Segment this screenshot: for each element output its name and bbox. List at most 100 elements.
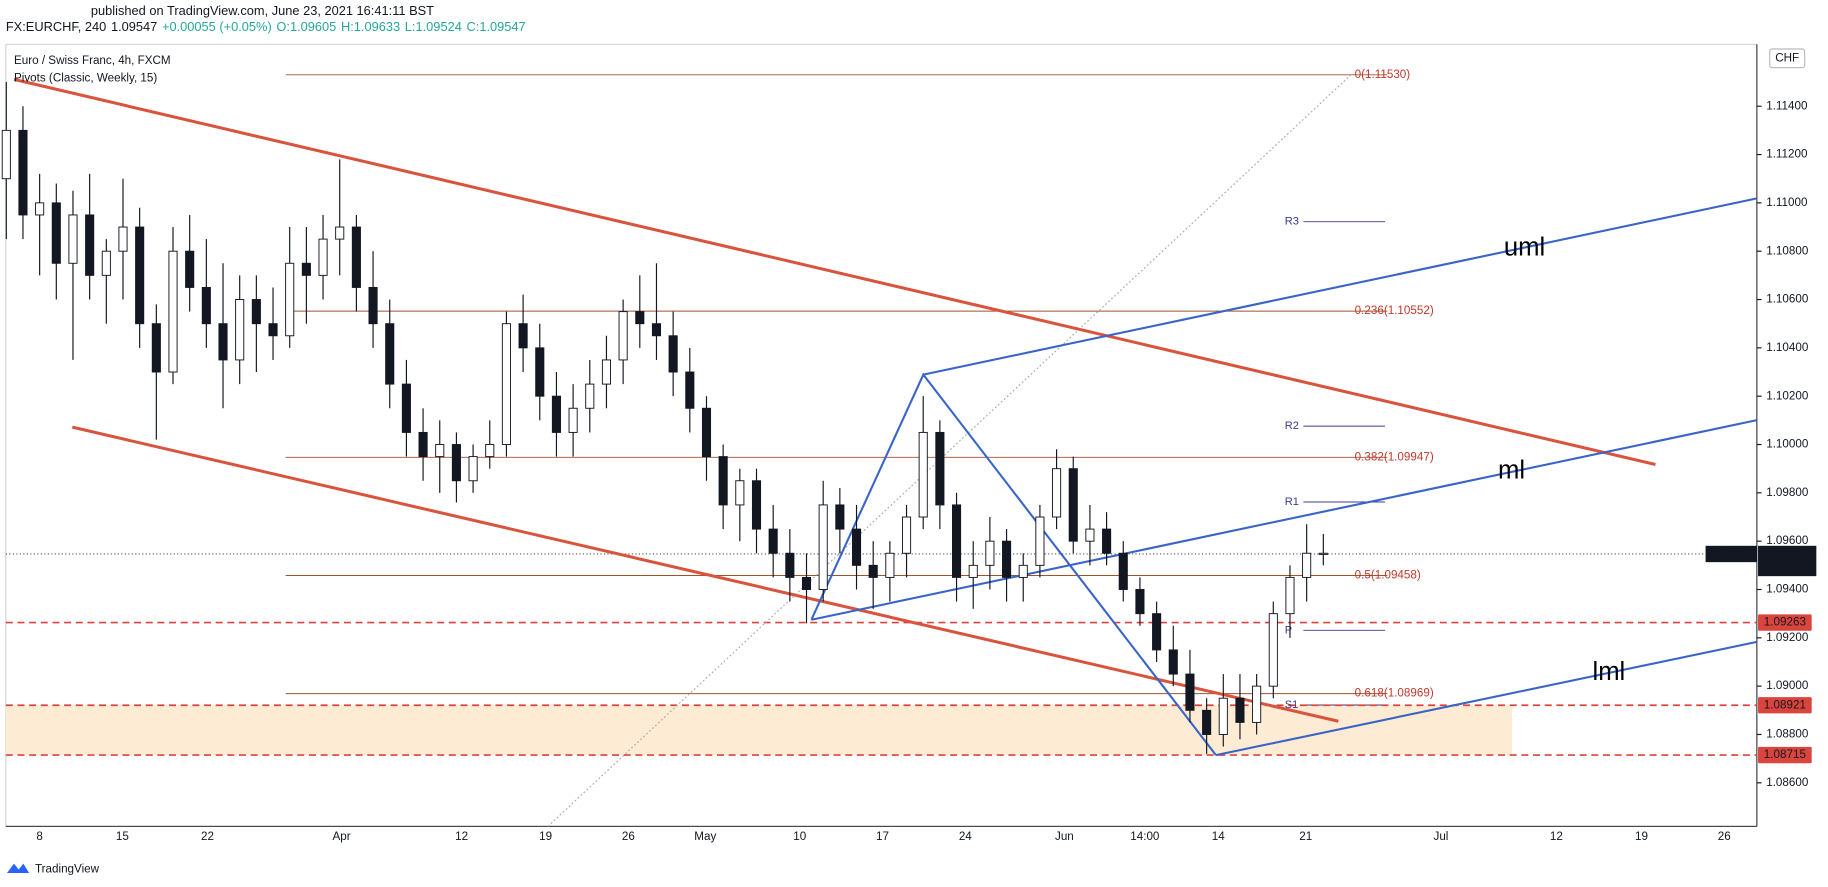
pitchfork-upper	[923, 197, 1758, 376]
candle-body	[85, 214, 95, 276]
chart-title: Euro / Swiss Franc, 4h, FXCM	[14, 54, 171, 67]
annotation: ml	[1498, 456, 1525, 484]
candle-body	[901, 516, 912, 554]
y-tick-label: 1.08800	[1766, 728, 1809, 741]
x-tick-label: 26	[1718, 830, 1731, 843]
candle-body	[518, 323, 528, 349]
quote-part: 1.09547	[111, 19, 157, 34]
pivot-label: S1	[1285, 699, 1299, 711]
quote-part: O:1.09605	[276, 19, 336, 34]
candle-body	[601, 359, 612, 385]
candle-body	[235, 299, 245, 361]
x-tick-label: 12	[1550, 830, 1563, 843]
candle-body	[1218, 697, 1228, 735]
candle-body	[151, 323, 161, 373]
candle-body	[935, 431, 945, 506]
chart-subtitle: Pivots (Classic, Weekly, 15)	[14, 71, 157, 84]
candle-body	[501, 323, 511, 445]
published-line: published on TradingView.com, June 23, 2…	[91, 3, 434, 18]
candle-body	[1085, 528, 1095, 542]
countdown: 01:18:55	[1765, 561, 1810, 574]
candle-body	[651, 323, 662, 337]
candle-body	[1135, 589, 1145, 615]
candle-body	[751, 480, 762, 530]
candle-body	[952, 504, 962, 578]
annotation: uml	[1504, 233, 1545, 261]
candle-body	[35, 202, 45, 216]
candle-body	[1268, 613, 1278, 687]
pivot-label: R1	[1285, 496, 1299, 508]
x-tick-label: Apr	[333, 830, 351, 843]
channel-upper	[13, 77, 1656, 466]
candle-body	[385, 323, 395, 385]
candle-body	[1152, 613, 1162, 651]
candle-body	[1118, 552, 1128, 590]
annotation: lml	[1593, 658, 1626, 686]
fib-label: 0(1.11530)	[1355, 68, 1411, 81]
pivot-label: P	[1285, 624, 1292, 636]
candle-body	[468, 456, 478, 482]
candle-body	[1318, 552, 1328, 555]
fib-label: 0.618(1.08969)	[1355, 687, 1434, 700]
candle-body	[251, 299, 261, 325]
quote-part: +0.00055 (+0.05%)	[162, 19, 272, 34]
quote-line: FX:EURCHF, 240 1.09547 +0.00055 (+0.05%) O:…	[6, 19, 526, 34]
candle-body	[1052, 468, 1062, 518]
candle-body	[1068, 468, 1078, 542]
candle-body	[335, 226, 345, 240]
x-tick-label: 14	[1212, 830, 1225, 843]
y-tick-label: 1.11400	[1766, 99, 1808, 112]
candle-body	[968, 564, 978, 578]
candle-body	[168, 250, 178, 373]
candle-body	[1168, 649, 1178, 675]
quote-part: L:1.09524	[405, 19, 462, 34]
y-tick-label: 1.10000	[1766, 438, 1809, 451]
candle-body	[701, 407, 712, 458]
candle-body	[768, 528, 778, 554]
y-tick-label: 1.11000	[1766, 196, 1808, 209]
candle-body	[735, 480, 745, 506]
candle-body	[368, 286, 378, 325]
x-tick-label: 24	[959, 830, 972, 843]
fib-label: 0.236(1.10552)	[1355, 304, 1434, 317]
candle-body	[885, 552, 895, 578]
x-tick-label: 17	[876, 830, 889, 843]
candle-body	[1035, 516, 1045, 566]
x-tick-label: 10	[793, 830, 806, 843]
x-tick-label: 26	[622, 830, 635, 843]
x-tick-label: Jun	[1055, 830, 1074, 843]
candle-body	[135, 226, 145, 325]
candle-body	[618, 311, 628, 361]
y-tick-label: 1.09400	[1766, 583, 1809, 596]
candle-body	[985, 540, 995, 566]
candle-body	[451, 444, 461, 482]
candle-body	[868, 564, 878, 578]
pivot-label: R3	[1285, 216, 1299, 228]
x-tick-label: 22	[201, 830, 214, 843]
x-tick-label: Jul	[1433, 830, 1448, 843]
quote-part: FX:EURCHF, 240	[6, 19, 106, 34]
x-tick-label: 19	[539, 830, 552, 843]
candle-body	[1252, 685, 1262, 723]
candle-body	[418, 431, 428, 458]
candle-body	[201, 286, 211, 325]
level-tag	[1758, 697, 1812, 714]
candle-body	[818, 504, 828, 590]
candle-body	[318, 238, 328, 276]
pitchfork-median	[811, 419, 1758, 621]
candle-body	[1285, 576, 1295, 615]
currency-box	[1769, 48, 1806, 69]
quote-part: C:1.09547	[467, 19, 526, 34]
candle-body	[551, 395, 561, 433]
last-price: 1.09547	[1766, 547, 1808, 560]
y-tick-label: 1.09800	[1766, 486, 1809, 499]
candle-body	[918, 431, 928, 518]
candle-body	[1185, 673, 1195, 711]
last-price-tag	[1758, 545, 1817, 577]
fib-label: 0.5(1.09458)	[1355, 569, 1421, 582]
candle-body	[285, 262, 295, 337]
drawings	[13, 73, 1758, 827]
x-tick-label: 15	[116, 830, 129, 843]
candle-body	[1302, 552, 1312, 578]
